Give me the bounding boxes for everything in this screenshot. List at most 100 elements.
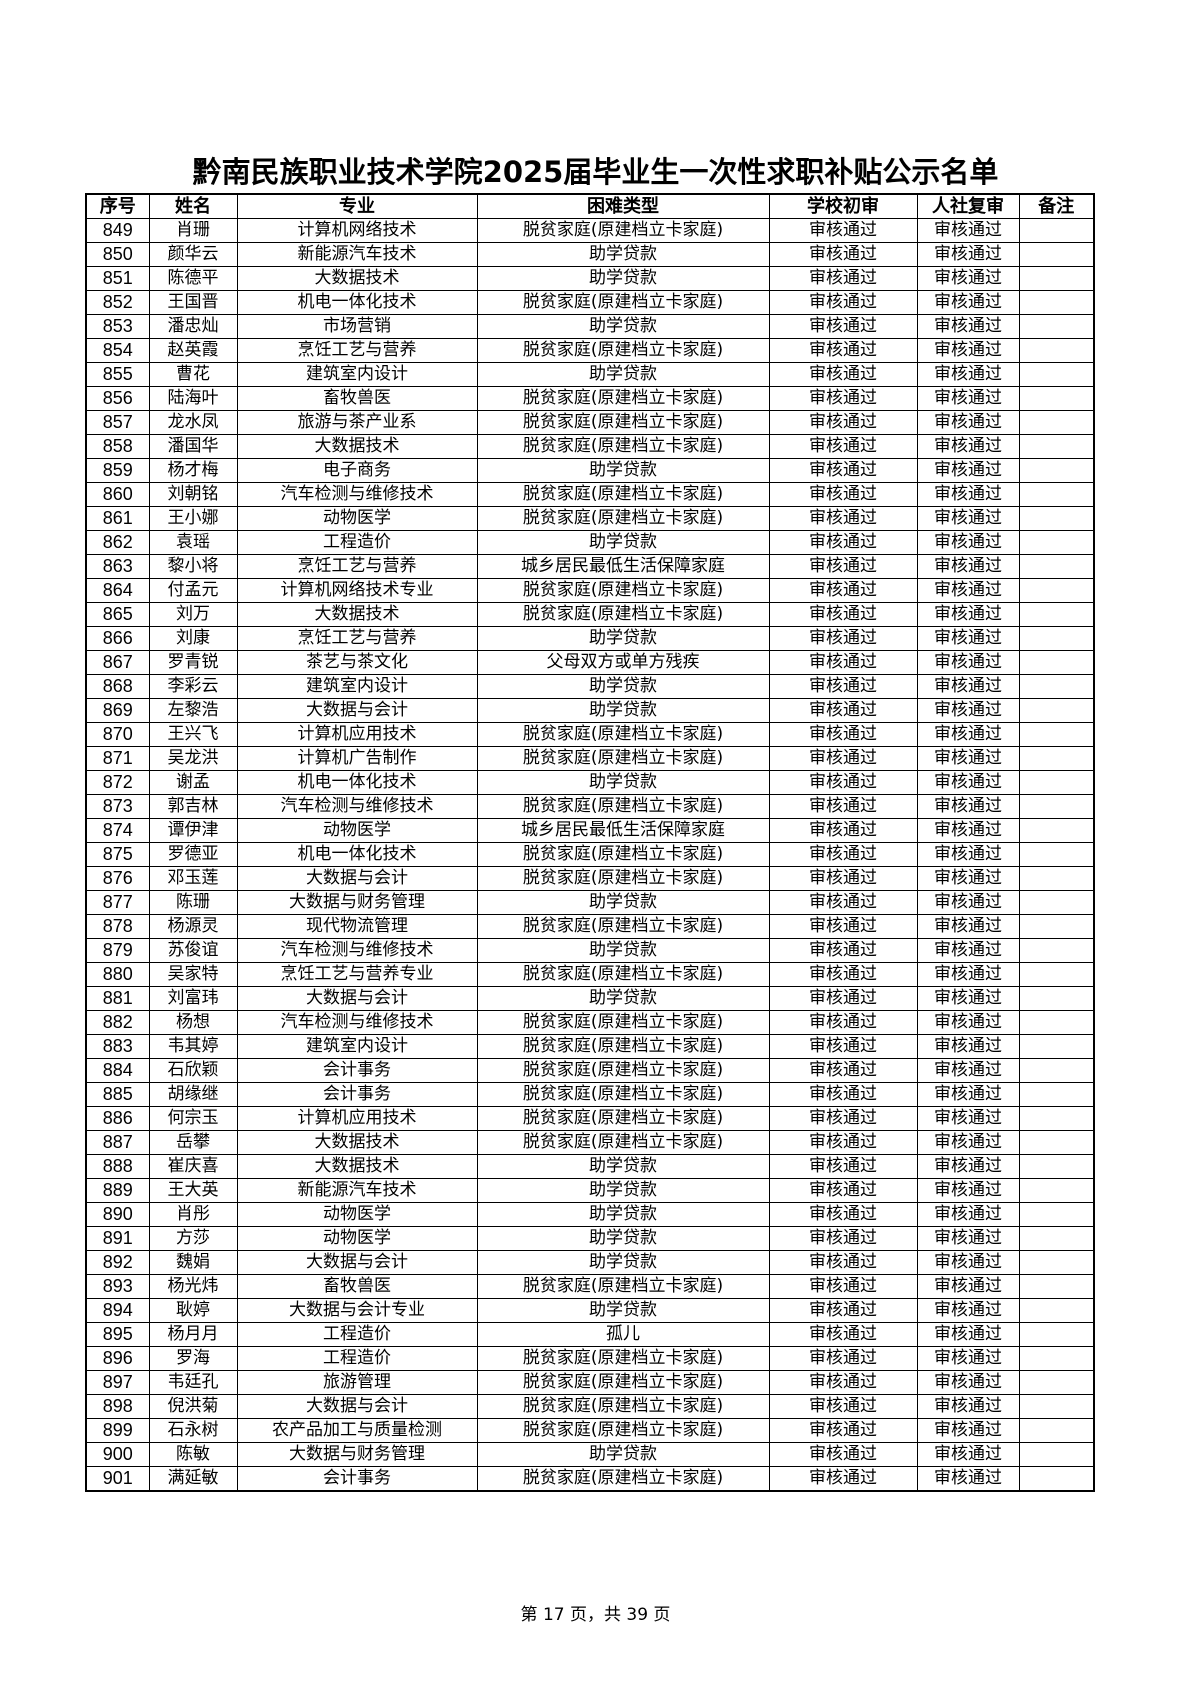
cell-difficulty-type: 孤儿 [476, 1322, 770, 1347]
cell-remarks [1018, 698, 1095, 723]
cell-name: 郭吉林 [148, 794, 238, 819]
cell-remarks [1018, 650, 1095, 675]
cell-index: 850 [85, 242, 150, 267]
cell-index: 866 [85, 626, 150, 651]
table-row: 895 杨月月 工程造价 孤儿 审核通过 审核通过 [85, 1322, 1095, 1347]
cell-name: 刘康 [148, 626, 238, 651]
cell-difficulty-type: 助学贷款 [476, 242, 770, 267]
table-row: 861 王小娜 动物医学 脱贫家庭(原建档立卡家庭) 审核通过 审核通过 [85, 506, 1095, 531]
table-row: 894 耿婷 大数据与会计专业 助学贷款 审核通过 审核通过 [85, 1298, 1095, 1323]
cell-name: 邓玉莲 [148, 866, 238, 891]
cell-school-review: 审核通过 [768, 938, 918, 963]
cell-difficulty-type: 助学贷款 [476, 1226, 770, 1251]
cell-remarks [1018, 1178, 1095, 1203]
cell-school-review: 审核通过 [768, 1346, 918, 1371]
cell-remarks [1018, 866, 1095, 891]
cell-remarks [1018, 746, 1095, 771]
cell-school-review: 审核通过 [768, 362, 918, 387]
table-row: 901 满延敏 会计事务 脱贫家庭(原建档立卡家庭) 审核通过 审核通过 [85, 1466, 1095, 1492]
cell-major: 汽车检测与维修技术 [236, 482, 478, 507]
cell-difficulty-type: 助学贷款 [476, 1250, 770, 1275]
cell-difficulty-type: 助学贷款 [476, 626, 770, 651]
cell-hr-review: 审核通过 [916, 818, 1020, 843]
table-row: 893 杨光炜 畜牧兽医 脱贫家庭(原建档立卡家庭) 审核通过 审核通过 [85, 1274, 1095, 1299]
table-row: 862 袁瑶 工程造价 助学贷款 审核通过 审核通过 [85, 530, 1095, 555]
cell-hr-review: 审核通过 [916, 1178, 1020, 1203]
cell-hr-review: 审核通过 [916, 602, 1020, 627]
cell-major: 建筑室内设计 [236, 362, 478, 387]
header-remarks: 备注 [1018, 193, 1095, 219]
cell-index: 882 [85, 1010, 150, 1035]
cell-name: 陈敏 [148, 1442, 238, 1467]
cell-name: 陈珊 [148, 890, 238, 915]
cell-hr-review: 审核通过 [916, 266, 1020, 291]
cell-school-review: 审核通过 [768, 314, 918, 339]
cell-major: 大数据与会计 [236, 1394, 478, 1419]
cell-remarks [1018, 266, 1095, 291]
cell-school-review: 审核通过 [768, 1442, 918, 1467]
cell-name: 谭伊津 [148, 818, 238, 843]
cell-remarks [1018, 314, 1095, 339]
cell-remarks [1018, 770, 1095, 795]
cell-school-review: 审核通过 [768, 770, 918, 795]
cell-index: 891 [85, 1226, 150, 1251]
cell-hr-review: 审核通过 [916, 1346, 1020, 1371]
cell-index: 870 [85, 722, 150, 747]
cell-major: 大数据与会计 [236, 698, 478, 723]
cell-hr-review: 审核通过 [916, 962, 1020, 987]
cell-index: 851 [85, 266, 150, 291]
cell-remarks [1018, 1010, 1095, 1035]
cell-hr-review: 审核通过 [916, 794, 1020, 819]
cell-difficulty-type: 脱贫家庭(原建档立卡家庭) [476, 1058, 770, 1083]
cell-school-review: 审核通过 [768, 530, 918, 555]
cell-name: 赵英霞 [148, 338, 238, 363]
cell-difficulty-type: 脱贫家庭(原建档立卡家庭) [476, 386, 770, 411]
cell-name: 韦廷孔 [148, 1370, 238, 1395]
cell-major: 计算机网络技术专业 [236, 578, 478, 603]
cell-index: 889 [85, 1178, 150, 1203]
cell-major: 机电一体化技术 [236, 842, 478, 867]
cell-school-review: 审核通过 [768, 674, 918, 699]
table-row: 889 王大英 新能源汽车技术 助学贷款 审核通过 审核通过 [85, 1178, 1095, 1203]
cell-major: 动物医学 [236, 1226, 478, 1251]
cell-remarks [1018, 962, 1095, 987]
cell-name: 龙水凤 [148, 410, 238, 435]
cell-hr-review: 审核通过 [916, 290, 1020, 315]
cell-school-review: 审核通过 [768, 722, 918, 747]
cell-hr-review: 审核通过 [916, 722, 1020, 747]
cell-index: 859 [85, 458, 150, 483]
table-row: 871 吴龙洪 计算机广告制作 脱贫家庭(原建档立卡家庭) 审核通过 审核通过 [85, 746, 1095, 771]
table-row: 863 黎小将 烹饪工艺与营养 城乡居民最低生活保障家庭 审核通过 审核通过 [85, 554, 1095, 579]
cell-remarks [1018, 914, 1095, 939]
cell-hr-review: 审核通过 [916, 1394, 1020, 1419]
cell-difficulty-type: 助学贷款 [476, 1202, 770, 1227]
cell-hr-review: 审核通过 [916, 1466, 1020, 1492]
cell-major: 汽车检测与维修技术 [236, 938, 478, 963]
cell-school-review: 审核通过 [768, 554, 918, 579]
table-row: 870 王兴飞 计算机应用技术 脱贫家庭(原建档立卡家庭) 审核通过 审核通过 [85, 722, 1095, 747]
cell-hr-review: 审核通过 [916, 938, 1020, 963]
cell-remarks [1018, 938, 1095, 963]
cell-hr-review: 审核通过 [916, 338, 1020, 363]
cell-name: 颜华云 [148, 242, 238, 267]
cell-difficulty-type: 助学贷款 [476, 1178, 770, 1203]
cell-major: 大数据与会计专业 [236, 1298, 478, 1323]
table-header-row: 序号 姓名 专业 困难类型 学校初审 人社复审 备注 [85, 193, 1095, 219]
cell-hr-review: 审核通过 [916, 698, 1020, 723]
table-row: 876 邓玉莲 大数据与会计 脱贫家庭(原建档立卡家庭) 审核通过 审核通过 [85, 866, 1095, 891]
table-row: 858 潘国华 大数据技术 脱贫家庭(原建档立卡家庭) 审核通过 审核通过 [85, 434, 1095, 459]
cell-major: 建筑室内设计 [236, 1034, 478, 1059]
cell-hr-review: 审核通过 [916, 1370, 1020, 1395]
cell-school-review: 审核通过 [768, 1034, 918, 1059]
cell-name: 方莎 [148, 1226, 238, 1251]
cell-index: 854 [85, 338, 150, 363]
header-major: 专业 [236, 193, 478, 219]
cell-remarks [1018, 1394, 1095, 1419]
table-row: 879 苏俊谊 汽车检测与维修技术 助学贷款 审核通过 审核通过 [85, 938, 1095, 963]
cell-major: 汽车检测与维修技术 [236, 794, 478, 819]
cell-major: 机电一体化技术 [236, 770, 478, 795]
cell-school-review: 审核通过 [768, 842, 918, 867]
cell-remarks [1018, 1034, 1095, 1059]
cell-hr-review: 审核通过 [916, 458, 1020, 483]
cell-remarks [1018, 1322, 1095, 1347]
